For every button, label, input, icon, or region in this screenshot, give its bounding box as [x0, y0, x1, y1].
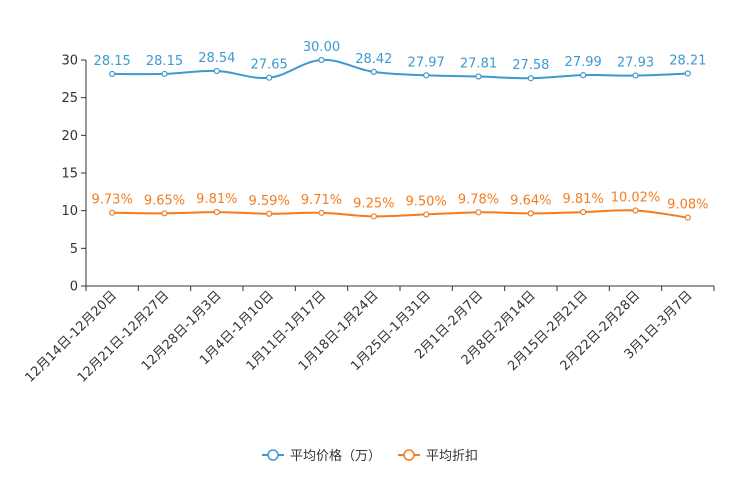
series-line-1: [112, 209, 688, 219]
data-point: [423, 72, 430, 79]
y-tick-label: 10: [61, 204, 78, 219]
data-point: [527, 75, 534, 82]
data-point: [161, 210, 168, 217]
data-point: [213, 208, 220, 216]
data-point: [109, 70, 116, 78]
data-point: [684, 70, 691, 77]
data-label: 9.50%: [406, 194, 447, 209]
data-point: [266, 74, 273, 81]
series-layer: [109, 56, 691, 221]
y-tick-label: 30: [61, 54, 78, 69]
data-label: 27.99: [565, 55, 602, 70]
data-point: [580, 208, 587, 216]
data-label: 30.00: [303, 40, 340, 55]
data-point: [632, 207, 639, 214]
data-point: [684, 214, 691, 221]
data-point: [109, 209, 116, 216]
data-label: 9.08%: [667, 198, 708, 213]
data-point: [213, 67, 220, 75]
data-label: 27.97: [408, 55, 445, 70]
data-label: 27.81: [460, 56, 497, 71]
data-label: 28.15: [94, 54, 131, 69]
data-label: 9.65%: [144, 193, 185, 208]
data-label: 10.02%: [611, 191, 661, 206]
legend-label: 平均价格（万）: [290, 448, 381, 464]
y-tick-label: 15: [61, 167, 78, 182]
data-point: [370, 213, 377, 220]
chart-axes: 05101520253012月14日-12月20日12月21日-12月27日12…: [23, 54, 715, 386]
legend-marker-icon: [267, 449, 279, 461]
data-label: 9.64%: [510, 193, 551, 208]
data-label: 9.78%: [458, 192, 499, 207]
data-point: [423, 211, 430, 218]
data-label: 27.65: [251, 58, 288, 73]
data-label: 9.71%: [301, 193, 342, 208]
data-point: [475, 73, 482, 80]
data-label: 9.59%: [249, 194, 290, 209]
x-category-label: 12月21日-12月27日: [75, 288, 172, 385]
data-label: 27.58: [512, 58, 549, 73]
data-point: [318, 209, 325, 216]
legend-item-1[interactable]: 平均折扣: [398, 449, 478, 464]
data-label: 28.15: [146, 54, 183, 69]
legend-label: 平均折扣: [426, 449, 478, 464]
data-label: 9.25%: [353, 196, 394, 211]
y-tick-label: 0: [70, 280, 78, 295]
data-labels-layer: 28.15 28.15 28.54 27.65 30.00 28.42 27.97 27.81…: [92, 40, 709, 213]
data-label: 9.73%: [92, 193, 133, 208]
data-point: [632, 72, 639, 79]
data-point: [318, 56, 325, 64]
data-point: [161, 70, 168, 78]
data-label: 28.54: [198, 51, 235, 66]
data-label: 28.42: [355, 52, 392, 67]
series-line-0: [112, 58, 688, 80]
legend-marker-icon: [403, 449, 415, 461]
data-point: [527, 210, 534, 217]
data-label: 27.93: [617, 56, 654, 71]
data-point: [370, 68, 377, 76]
data-label: 9.81%: [563, 192, 604, 207]
chart-legend[interactable]: 平均价格（万） 平均折扣: [262, 448, 478, 464]
data-point: [580, 72, 587, 79]
data-point: [475, 209, 482, 216]
data-label: 28.21: [669, 53, 706, 68]
data-point: [266, 210, 273, 217]
legend-item-0[interactable]: 平均价格（万）: [262, 448, 381, 464]
data-label: 9.81%: [196, 192, 237, 207]
y-tick-label: 25: [61, 91, 78, 106]
y-tick-label: 20: [61, 129, 78, 144]
x-category-label: 12月14日-12月20日: [23, 288, 120, 385]
y-tick-label: 5: [70, 242, 78, 257]
